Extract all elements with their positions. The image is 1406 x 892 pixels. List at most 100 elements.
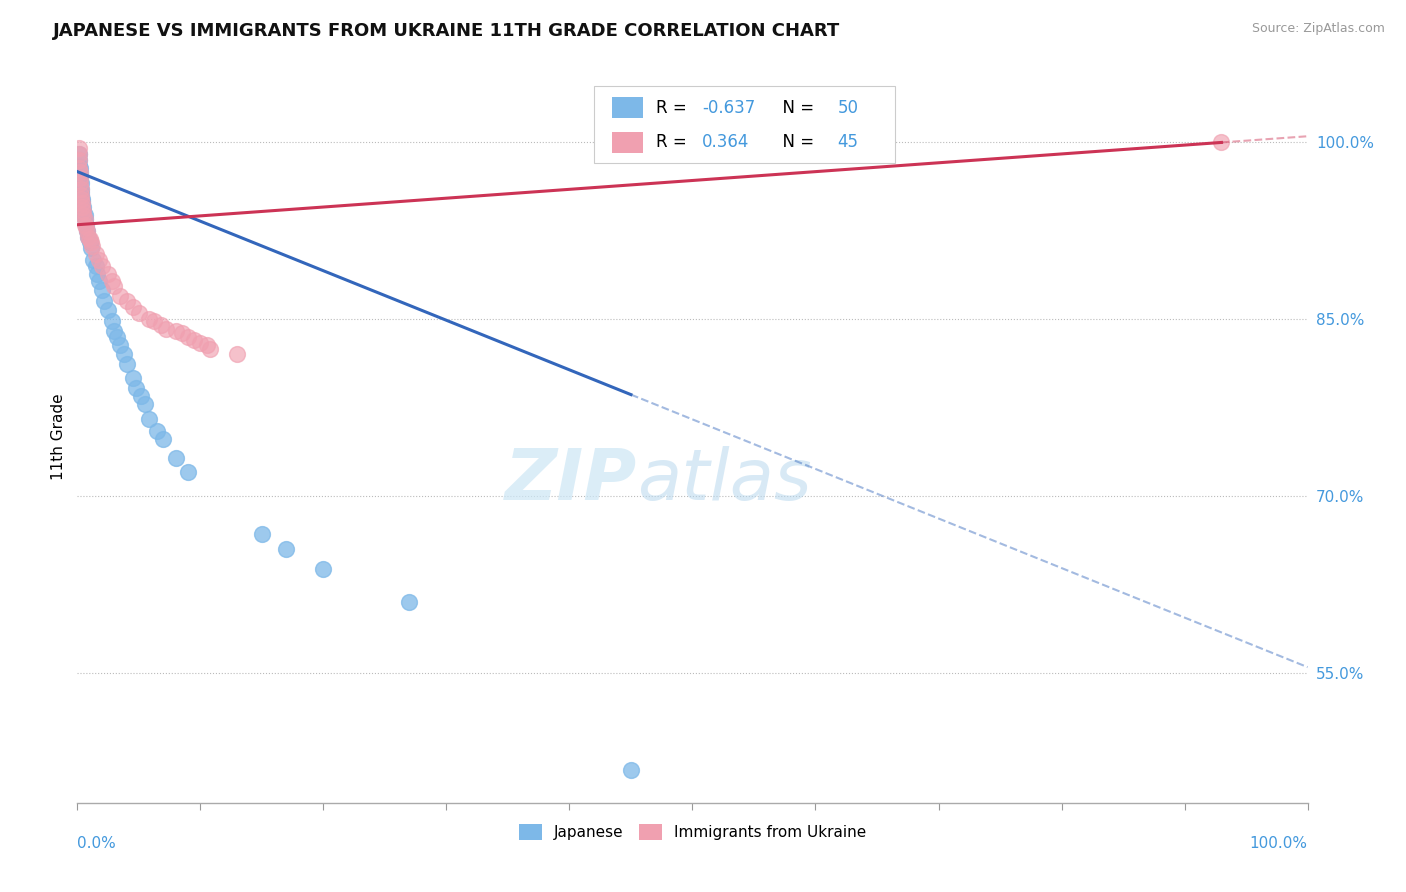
Point: [110, 288, 132, 302]
Point: [165, 324, 187, 338]
Point: [69, 173, 91, 187]
Text: JAPANESE VS IMMIGRANTS FROM UKRAINE 11TH GRADE CORRELATION CHART: JAPANESE VS IMMIGRANTS FROM UKRAINE 11TH…: [53, 22, 841, 40]
Point: [70, 188, 93, 202]
Point: [77, 229, 100, 244]
Text: N =: N =: [772, 99, 820, 117]
FancyBboxPatch shape: [613, 132, 644, 153]
Point: [70, 182, 93, 196]
Point: [70, 196, 93, 211]
Point: [67, 153, 90, 167]
Point: [69, 170, 91, 185]
Point: [70, 192, 93, 206]
Point: [84, 247, 107, 261]
Point: [165, 451, 187, 466]
Point: [73, 211, 96, 226]
Point: [128, 306, 150, 320]
Text: Source: ZipAtlas.com: Source: ZipAtlas.com: [1251, 22, 1385, 36]
Point: [73, 208, 96, 222]
Text: atlas: atlas: [637, 447, 811, 516]
FancyBboxPatch shape: [595, 86, 896, 163]
Point: [82, 239, 104, 253]
Text: R =: R =: [655, 99, 692, 117]
Text: 45: 45: [838, 134, 859, 152]
Point: [70, 182, 93, 196]
Text: -0.637: -0.637: [703, 99, 755, 117]
Point: [121, 301, 143, 315]
Point: [67, 141, 90, 155]
Point: [75, 220, 97, 235]
Point: [200, 342, 222, 356]
Point: [76, 224, 98, 238]
Point: [80, 241, 103, 255]
Text: R =: R =: [655, 134, 692, 152]
Point: [103, 279, 125, 293]
Point: [69, 177, 91, 191]
Point: [1211, 135, 1233, 149]
Point: [67, 147, 90, 161]
Point: [129, 389, 153, 403]
Point: [125, 380, 148, 394]
Point: [80, 235, 103, 250]
Point: [67, 147, 90, 161]
Point: [69, 164, 91, 178]
Text: 50: 50: [838, 99, 859, 117]
Point: [90, 259, 114, 273]
Point: [82, 253, 104, 268]
Point: [101, 314, 124, 328]
Point: [312, 562, 335, 576]
Point: [67, 153, 90, 167]
Point: [138, 312, 160, 326]
Point: [177, 466, 200, 480]
Point: [70, 177, 93, 191]
Point: [142, 314, 165, 328]
Point: [70, 185, 93, 199]
Point: [110, 338, 132, 352]
Point: [84, 259, 107, 273]
Point: [73, 218, 96, 232]
Point: [86, 267, 108, 281]
Point: [138, 412, 160, 426]
Point: [67, 159, 90, 173]
Point: [70, 200, 93, 214]
Point: [121, 371, 143, 385]
Point: [276, 542, 298, 557]
Point: [150, 318, 173, 332]
Point: [89, 274, 111, 288]
Point: [70, 192, 93, 206]
Point: [115, 294, 138, 309]
Point: [620, 763, 643, 777]
Text: 100.0%: 100.0%: [1250, 836, 1308, 851]
Point: [170, 326, 193, 341]
Point: [69, 161, 91, 175]
Point: [152, 433, 174, 447]
Point: [188, 335, 212, 350]
Point: [97, 302, 120, 317]
Point: [183, 334, 205, 348]
Point: [70, 188, 93, 202]
Point: [103, 324, 125, 338]
Point: [155, 321, 177, 335]
Point: [77, 229, 100, 244]
Point: [250, 526, 273, 541]
Point: [105, 330, 128, 344]
Point: [70, 194, 93, 208]
Point: [73, 211, 96, 226]
Point: [72, 203, 94, 218]
Point: [398, 595, 420, 609]
Point: [177, 330, 200, 344]
Point: [72, 200, 94, 214]
Point: [72, 203, 94, 218]
Text: 0.0%: 0.0%: [77, 836, 117, 851]
Point: [97, 267, 120, 281]
Point: [69, 168, 91, 182]
Point: [101, 274, 124, 288]
Point: [70, 196, 93, 211]
Point: [89, 253, 111, 268]
Text: ZIP: ZIP: [505, 447, 637, 516]
Point: [195, 338, 218, 352]
Point: [72, 208, 94, 222]
Point: [112, 347, 135, 361]
Point: [90, 283, 114, 297]
Point: [76, 224, 98, 238]
Point: [134, 397, 156, 411]
